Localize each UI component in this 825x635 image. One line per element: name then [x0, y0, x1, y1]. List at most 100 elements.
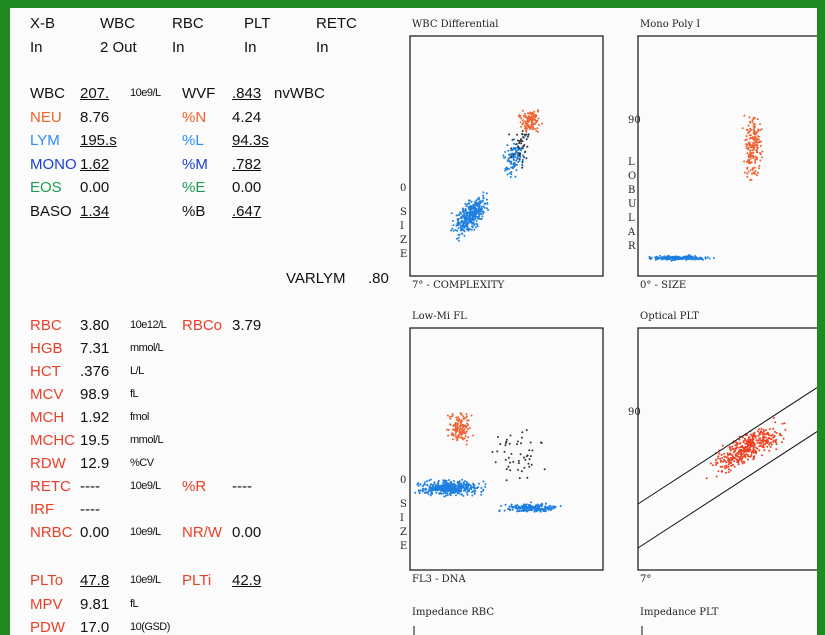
- scatter-dot: [450, 480, 452, 483]
- scatter-dot: [737, 463, 740, 466]
- result-label: WBC: [30, 85, 65, 102]
- scatter-dot: [753, 123, 756, 126]
- scatter-dot: [735, 443, 738, 446]
- scatter-dot: [520, 138, 522, 141]
- scatter-dot: [417, 484, 420, 487]
- scatter-dot: [470, 208, 473, 211]
- scatter-dot: [447, 428, 450, 431]
- scatter-dot: [505, 479, 508, 482]
- scatter-dot: [450, 212, 453, 215]
- scatter-dot: [516, 510, 519, 513]
- scatter-dot: [752, 141, 755, 144]
- scatter-dot: [737, 453, 740, 456]
- scatter-dot: [743, 447, 746, 450]
- plot-frame: [637, 35, 817, 277]
- scatter-dot: [725, 471, 727, 474]
- scatter-dot: [430, 483, 433, 486]
- scatter-dot: [547, 508, 550, 511]
- scatter-dot: [533, 509, 536, 512]
- scatter-dot: [758, 428, 760, 431]
- scatter-dot: [481, 215, 484, 218]
- scatter-dot: [521, 132, 524, 135]
- scatter-dot: [476, 223, 479, 226]
- scatter-dot: [520, 442, 522, 445]
- scatter-dot: [518, 160, 521, 162]
- scatter-dot: [511, 508, 514, 511]
- scatter-dot: [519, 507, 522, 510]
- scatter-dot: [758, 167, 760, 170]
- scatter-dot: [466, 203, 469, 206]
- scatter-dot: [460, 424, 462, 427]
- scatter-dot: [449, 494, 452, 497]
- scatter-dot: [530, 113, 533, 116]
- plot-title: Mono Poly I: [640, 19, 701, 30]
- scatter-dot: [523, 466, 526, 469]
- scatter-dot: [753, 431, 756, 434]
- scatter-dot: [445, 484, 448, 487]
- scatter-dot: [460, 217, 463, 220]
- scatter-dot: [455, 416, 458, 419]
- scatter-dot: [475, 220, 478, 222]
- result-label: NR/W: [182, 524, 222, 541]
- scatter-dot: [482, 196, 485, 199]
- scatter-dot: [739, 449, 742, 452]
- scatter-dot: [459, 420, 462, 423]
- result-value: 1.34: [80, 202, 110, 220]
- scatter-dot: [752, 129, 755, 132]
- scatter-dot: [429, 478, 432, 481]
- scatter-dot: [527, 120, 530, 123]
- scatter-dot: [532, 126, 535, 129]
- scatter-dot: [533, 127, 536, 130]
- scatter-dot: [505, 468, 508, 471]
- scatter-dot: [448, 483, 451, 486]
- scatter-dot: [713, 257, 715, 259]
- scatter-dot: [518, 477, 521, 480]
- scatter-dot: [529, 441, 532, 444]
- scatter-dot: [743, 160, 746, 163]
- scatter-dot: [462, 489, 465, 492]
- scatter-dot: [739, 442, 742, 444]
- scatter-dot: [730, 458, 733, 461]
- scatter-dot: [736, 441, 739, 444]
- scatter-dot: [513, 142, 515, 145]
- scatter-dot: [456, 229, 459, 232]
- scatter-dot: [743, 461, 746, 464]
- scatter-dot: [473, 215, 476, 218]
- scatter-dot: [668, 256, 671, 259]
- scatter-dot: [747, 436, 750, 439]
- scatter-dot: [460, 413, 463, 416]
- plot-area: [409, 35, 817, 635]
- gate-line: [637, 431, 817, 549]
- scatter-dot: [464, 416, 467, 419]
- scatter-dot: [451, 227, 454, 230]
- scatter-dot: [465, 209, 468, 212]
- scatter-dot: [515, 150, 518, 153]
- scatter-dot: [738, 438, 741, 441]
- scatter-dot: [517, 462, 520, 465]
- scatter-dot: [528, 504, 531, 506]
- scatter-dot: [475, 211, 478, 214]
- scatter-dot: [449, 424, 452, 426]
- scatter-dot: [522, 122, 525, 125]
- scatter-dot: [744, 438, 747, 441]
- scatter-dot: [765, 432, 768, 435]
- scatter-dot: [461, 207, 464, 210]
- scatter-dot: [509, 509, 512, 512]
- scatter-dot: [705, 477, 708, 480]
- scatter-dot: [446, 494, 449, 497]
- scatter-dot: [532, 114, 535, 117]
- scatter-dot: [736, 452, 739, 455]
- scatter-dot: [519, 155, 522, 158]
- scatter-dot: [512, 153, 515, 156]
- scatter-dot: [755, 144, 758, 147]
- scatter-dot: [467, 212, 469, 214]
- scatter-dot: [421, 490, 424, 493]
- scatter-dot: [512, 506, 515, 509]
- scatter-dot: [657, 256, 660, 259]
- plot-frame: [637, 327, 817, 571]
- scatter-dot: [756, 141, 759, 144]
- scatter-dot: [760, 140, 762, 143]
- scatter-dot: [755, 158, 758, 161]
- scatter-dot: [766, 445, 769, 448]
- scatter-dot: [506, 168, 509, 171]
